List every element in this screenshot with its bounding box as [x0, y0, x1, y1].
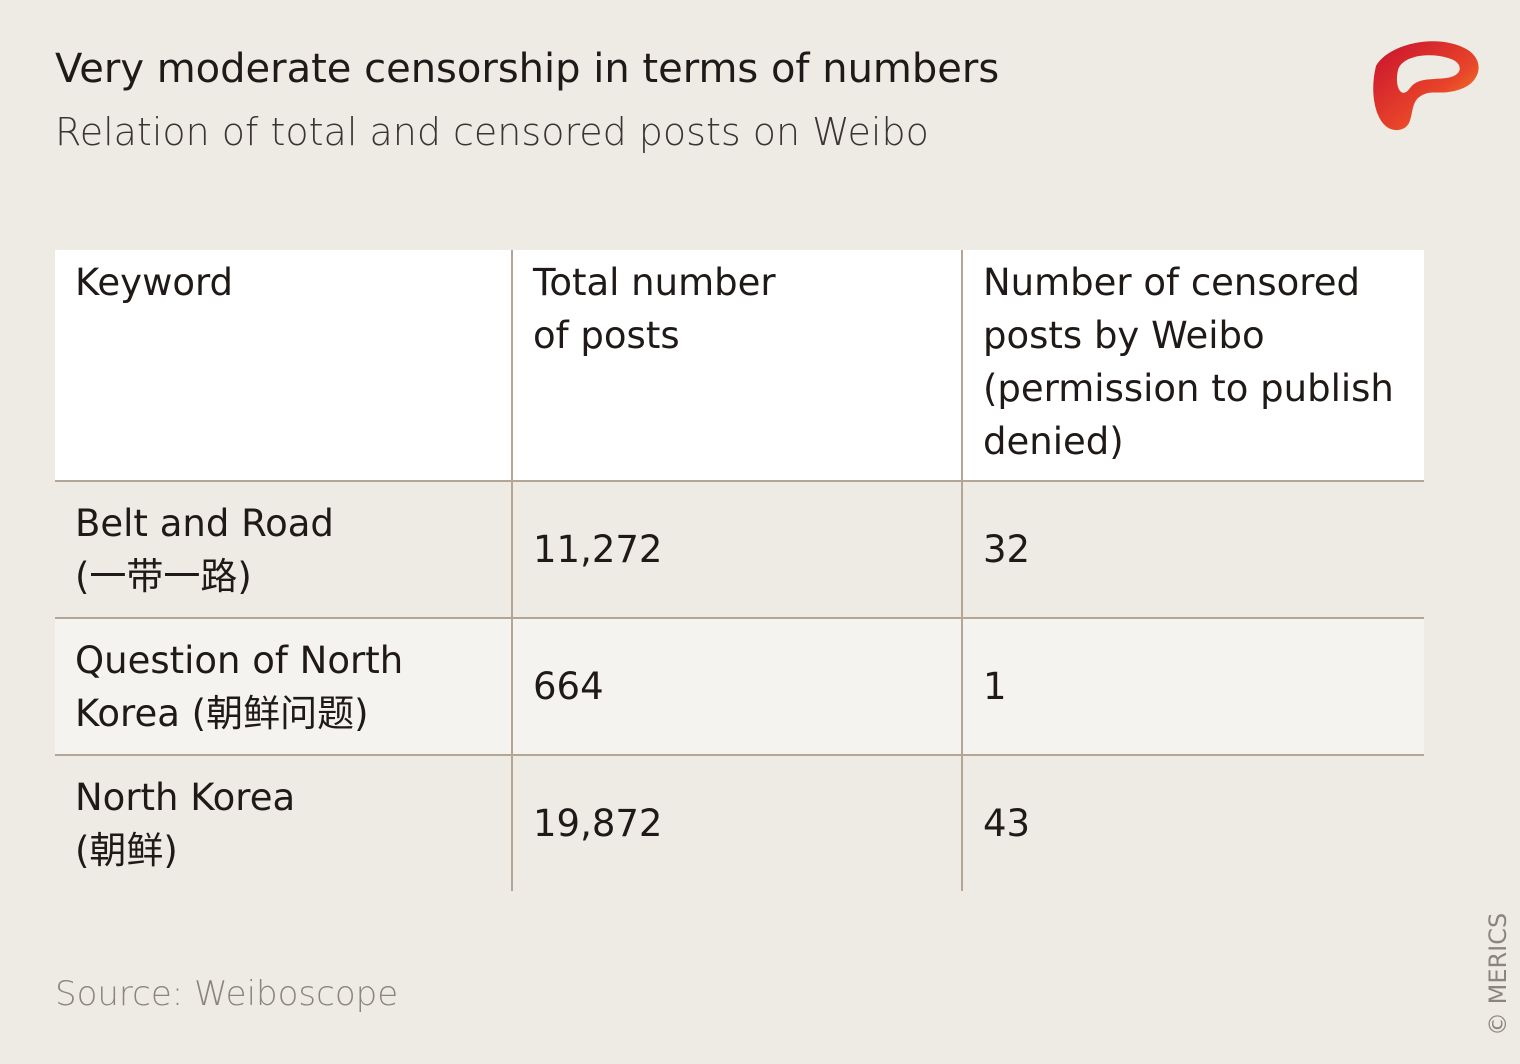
logo: [1373, 41, 1479, 131]
table-row: North Korea (朝鲜) 19,872 43: [55, 755, 1424, 891]
credit: © MERICS: [1484, 912, 1512, 1036]
cell: Belt and Road (一带一路): [75, 501, 334, 598]
cell: 664: [511, 618, 962, 755]
table-row: Belt and Road (一带一路) 11,272 32: [55, 481, 1424, 618]
source: Source: Weiboscope: [55, 974, 399, 1014]
cell: 43: [961, 755, 1424, 891]
cell: 32: [961, 481, 1424, 618]
cell: 1: [961, 618, 1424, 755]
column-header: Keyword: [55, 250, 512, 481]
data-table: Keyword Total number of posts Number of …: [55, 250, 1424, 891]
subtitle: Relation of total and censored posts on …: [55, 110, 929, 154]
table-row: Question of North Korea (朝鲜问题) 664 1: [55, 618, 1424, 755]
column-header: Total number of posts: [511, 250, 962, 481]
cell: North Korea (朝鲜): [75, 775, 296, 872]
cell: 19,872: [511, 755, 962, 891]
cell: Question of North Korea (朝鲜问题): [75, 638, 404, 735]
column-header: Number of censored posts by Weibo (permi…: [961, 250, 1424, 481]
title: Very moderate censorship in terms of num…: [55, 46, 1000, 92]
cell: 11,272: [511, 481, 962, 618]
